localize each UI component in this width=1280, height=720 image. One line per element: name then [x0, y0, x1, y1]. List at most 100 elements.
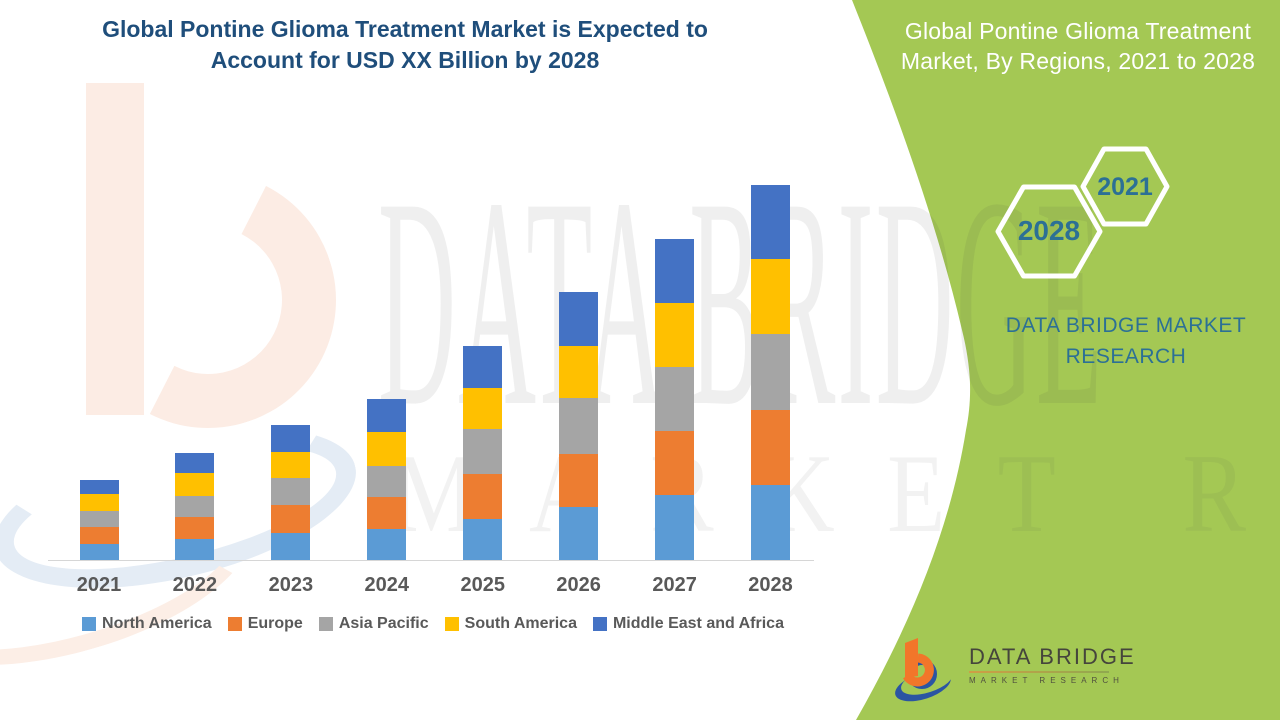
x-axis-label-2027: 2027 — [652, 574, 697, 596]
side-panel-brand-line1: DATA BRIDGE MARKET — [1005, 314, 1247, 337]
bar-2026 — [559, 292, 599, 560]
bar-segment-2027-europe — [655, 431, 695, 495]
side-panel-title: Global Pontine Glioma Treatment Market, … — [878, 16, 1278, 76]
databridge-logo: DATA BRIDGE MARKET RESEARCH — [893, 634, 1136, 704]
legend-label: Asia Pacific — [338, 615, 429, 632]
bar-2022 — [175, 453, 215, 560]
logo-subtitle: MARKET RESEARCH — [969, 676, 1124, 685]
x-axis-label-2025: 2025 — [460, 574, 505, 596]
side-panel-brand: DATA BRIDGE MARKET RESEARCH — [968, 310, 1280, 372]
bar-segment-2023-middle-east-and-africa — [271, 425, 311, 452]
bar-segment-2025-south-america — [463, 388, 503, 429]
page-title-line1: Global Pontine Glioma Treatment Market i… — [102, 16, 708, 42]
legend-item-europe: Europe — [227, 615, 303, 633]
bar-segment-2023-asia-pacific — [271, 478, 311, 505]
bar-segment-2027-north-america — [655, 495, 695, 560]
bar-segment-2024-south-america — [367, 432, 407, 466]
logo-title: DATA BRIDGE — [969, 644, 1136, 669]
legend-item-asia-pacific: Asia Pacific — [318, 615, 429, 633]
legend-label: North America — [102, 615, 212, 632]
side-panel-brand-line2: RESEARCH — [1065, 345, 1187, 368]
bar-2024 — [367, 399, 407, 560]
x-axis-label-2026: 2026 — [556, 574, 601, 596]
bar-segment-2022-europe — [175, 517, 215, 539]
hexagon-2021-label: 2021 — [1097, 173, 1153, 201]
bar-segment-2027-middle-east-and-africa — [655, 239, 695, 303]
legend-swatch — [444, 617, 459, 631]
bar-segment-2027-asia-pacific — [655, 367, 695, 431]
bar-segment-2028-asia-pacific — [751, 334, 790, 410]
bar-segment-2023-europe — [271, 505, 311, 533]
bar-segment-2026-asia-pacific — [559, 398, 599, 454]
hexagon-2021 — [1080, 146, 1170, 227]
bar-segment-2026-europe — [559, 454, 599, 507]
bar-segment-2022-asia-pacific — [175, 496, 215, 517]
side-panel-title-line1: Global Pontine Glioma Treatment — [904, 18, 1252, 44]
legend-item-north-america: North America — [82, 615, 212, 633]
bar-2028 — [751, 185, 790, 560]
legend-label: Europe — [247, 615, 303, 632]
bar-segment-2021-north-america — [79, 544, 119, 560]
year-hexagons: 2028 2021 — [995, 146, 1170, 279]
bar-2025 — [463, 346, 503, 560]
logo-underline — [969, 671, 1109, 673]
x-axis-label-2023: 2023 — [268, 574, 314, 596]
legend-swatch — [592, 617, 607, 631]
legend-swatch — [82, 617, 97, 631]
bar-segment-2024-north-america — [367, 529, 407, 560]
bar-segment-2025-asia-pacific — [463, 429, 503, 474]
green-panel-shape — [852, 0, 1280, 720]
bar-segment-2024-europe — [367, 497, 407, 529]
bar-segment-2021-middle-east-and-africa — [79, 480, 119, 494]
chart-legend: North America Europe Asia Pacific South Ame… — [50, 615, 816, 633]
x-axis-label-2021: 2021 — [76, 574, 122, 596]
bar-segment-2025-middle-east-and-africa — [463, 346, 503, 388]
logo-b-bowl-orange — [903, 653, 934, 687]
bar-segment-2027-south-america — [655, 303, 695, 367]
bar-segment-2025-europe — [463, 474, 503, 519]
bar-segment-2021-europe — [79, 527, 119, 544]
logo-b-stem-orange — [905, 638, 918, 678]
bar-segment-2022-middle-east-and-africa — [175, 453, 215, 473]
watermark-logo-b-stem — [86, 83, 144, 415]
bar-segment-2026-south-america — [559, 346, 599, 398]
page-title-line2: Account for USD XX Billion by 2028 — [210, 47, 600, 73]
legend-label: Middle East and Africa — [612, 615, 784, 632]
page-title: Global Pontine Glioma Treatment Market i… — [55, 14, 755, 76]
bar-2021 — [79, 480, 119, 560]
x-axis-label-2028: 2028 — [748, 574, 793, 596]
bar-segment-2028-europe — [751, 410, 790, 485]
bar-segment-2028-middle-east-and-africa — [751, 185, 790, 259]
hexagon-2028 — [995, 184, 1103, 279]
legend-swatch — [318, 617, 333, 631]
bar-segment-2023-north-america — [271, 533, 311, 560]
bar-segment-2022-north-america — [175, 539, 215, 560]
bar-segment-2028-south-america — [751, 259, 790, 334]
databridge-logo-text: DATA BRIDGE MARKET RESEARCH — [969, 634, 1136, 685]
bar-segment-2024-asia-pacific — [367, 466, 407, 497]
x-axis-label-2024: 2024 — [364, 574, 410, 596]
bar-segment-2021-south-america — [79, 494, 119, 511]
hexagon-2028-label: 2028 — [1018, 215, 1080, 246]
bar-segment-2021-asia-pacific — [79, 511, 119, 527]
side-panel-title-line2: Market, By Regions, 2021 to 2028 — [900, 48, 1256, 74]
bar-2023 — [271, 425, 311, 560]
watermark-text-row2: MARKET RESEARCH — [392, 432, 1280, 556]
legend-swatch — [227, 617, 242, 631]
legend-label: South America — [464, 615, 577, 632]
bar-segment-2026-middle-east-and-africa — [559, 292, 599, 346]
legend-item-south-america: South America — [444, 615, 577, 633]
x-axis-label-2022: 2022 — [172, 574, 218, 596]
bar-segment-2023-south-america — [271, 452, 311, 478]
bar-segment-2028-north-america — [751, 485, 790, 560]
bar-segment-2026-north-america — [559, 507, 599, 560]
bar-2027 — [655, 239, 695, 560]
legend-item-middle-east-and-africa: Middle East and Africa — [592, 615, 784, 633]
bar-segment-2025-north-america — [463, 519, 503, 560]
bar-segment-2024-middle-east-and-africa — [367, 399, 407, 432]
databridge-logo-icon — [895, 638, 953, 702]
x-axis-line — [48, 560, 814, 561]
